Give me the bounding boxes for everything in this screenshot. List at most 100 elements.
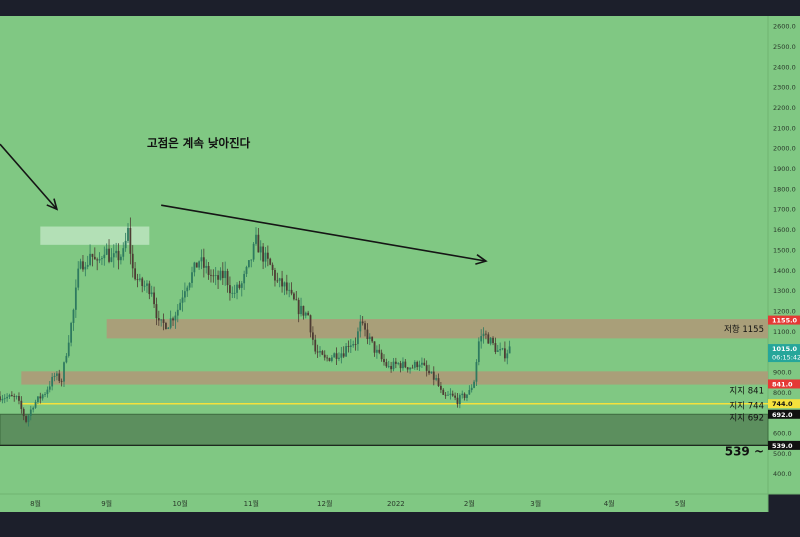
candle-body (131, 253, 134, 269)
y-tick-label: 400.0 (773, 470, 792, 478)
candle-body (276, 280, 279, 282)
candle-body (229, 285, 231, 294)
candle-body (449, 393, 452, 395)
candle-body (115, 250, 118, 254)
price-tag-bg (768, 344, 800, 363)
price-tag-label: 744.0 (772, 400, 793, 408)
candle-body (468, 390, 471, 395)
candle-body (207, 265, 210, 275)
candle-body (266, 252, 269, 259)
candle-body (274, 270, 276, 281)
candle-body (423, 362, 426, 366)
candle-body (188, 282, 191, 288)
price-tag-label: 1015.0 (772, 345, 798, 353)
candle-body (330, 357, 333, 361)
price-tag-sublabel: 06:15:42 (772, 354, 800, 362)
trend-arrowhead-1 (46, 198, 59, 211)
candle-body (361, 321, 364, 324)
candle-body (257, 234, 260, 253)
candle-body (326, 357, 329, 359)
y-tick-label: 2200.0 (773, 104, 796, 112)
candle-body (444, 394, 447, 396)
candle-body (316, 351, 319, 353)
y-tick-label: 1100.0 (773, 328, 796, 336)
candle-body (466, 394, 468, 398)
candle-body (352, 344, 355, 346)
candle-body (451, 393, 454, 396)
candle-body (176, 309, 179, 316)
candle-body (383, 359, 385, 363)
candle-body (74, 287, 77, 310)
candle-body (122, 248, 125, 257)
annotation-text: 고점은 계속 낮아진다 (147, 136, 251, 150)
candle-body (226, 270, 229, 286)
candle-body (494, 343, 497, 352)
candle-body (364, 323, 366, 330)
candle-body (404, 361, 407, 368)
candle-body (236, 284, 238, 293)
x-tick-label: 2022 (387, 500, 405, 508)
price-tag-bg (768, 399, 800, 409)
candle-body (328, 358, 331, 361)
candle-body (349, 345, 352, 347)
x-tick-label: 5월 (675, 499, 686, 508)
candle-body (27, 415, 30, 422)
candle-body (473, 381, 475, 388)
candle-body (482, 333, 485, 337)
y-tick-label: 1500.0 (773, 246, 796, 254)
candle-body (432, 371, 435, 380)
price-tag-bg (768, 315, 800, 325)
candle-body (55, 373, 58, 376)
candle-body (501, 348, 504, 350)
candle-body (319, 351, 321, 353)
candle-body (470, 387, 473, 391)
zone-label-support-841: 지지 841 (729, 386, 764, 396)
candle-body (271, 264, 274, 271)
candle-body (399, 363, 402, 369)
candle-body (413, 361, 416, 368)
candle-body (18, 395, 20, 401)
candle-body (439, 385, 442, 390)
candle-body (51, 376, 54, 387)
candle-body (506, 353, 509, 359)
candle-body (210, 274, 212, 276)
candle-body (304, 312, 307, 316)
candle-body (89, 253, 91, 265)
candle-body (338, 357, 340, 359)
candle-body (214, 275, 217, 276)
candle-body (262, 246, 265, 262)
highlight-box (40, 226, 150, 245)
candle-body (402, 361, 404, 369)
candle-body (371, 336, 374, 342)
candle-body (380, 352, 383, 360)
candle-body (221, 270, 224, 279)
zone-support-841 (21, 371, 769, 385)
candle-body (82, 261, 84, 270)
candle-body (288, 289, 291, 291)
candle-body (32, 407, 35, 410)
candle-body (293, 293, 295, 300)
candle-body (193, 262, 196, 273)
zone-resistance (106, 319, 768, 339)
candle-body (20, 400, 23, 410)
candle-body (437, 378, 440, 386)
candle-body (252, 243, 255, 260)
candle-body (65, 355, 68, 363)
candle-body (264, 252, 267, 262)
zone-label-floor-539: 539 ~ (725, 444, 764, 458)
candle-body (311, 332, 314, 340)
y-tick-label: 1600.0 (773, 226, 796, 234)
y-tick-label: 1800.0 (773, 185, 796, 193)
candle-body (243, 273, 246, 284)
candle-body (347, 346, 350, 347)
time-axis-background[interactable] (0, 494, 768, 512)
candle-body (205, 265, 208, 268)
zone-label-resistance: 저항 1155 (724, 325, 764, 335)
x-tick-label: 9월 (101, 499, 112, 508)
candle-body (160, 319, 163, 321)
candle-body (150, 292, 153, 295)
candle-body (155, 304, 158, 319)
candle-body (297, 299, 300, 315)
candle-body (29, 409, 32, 416)
